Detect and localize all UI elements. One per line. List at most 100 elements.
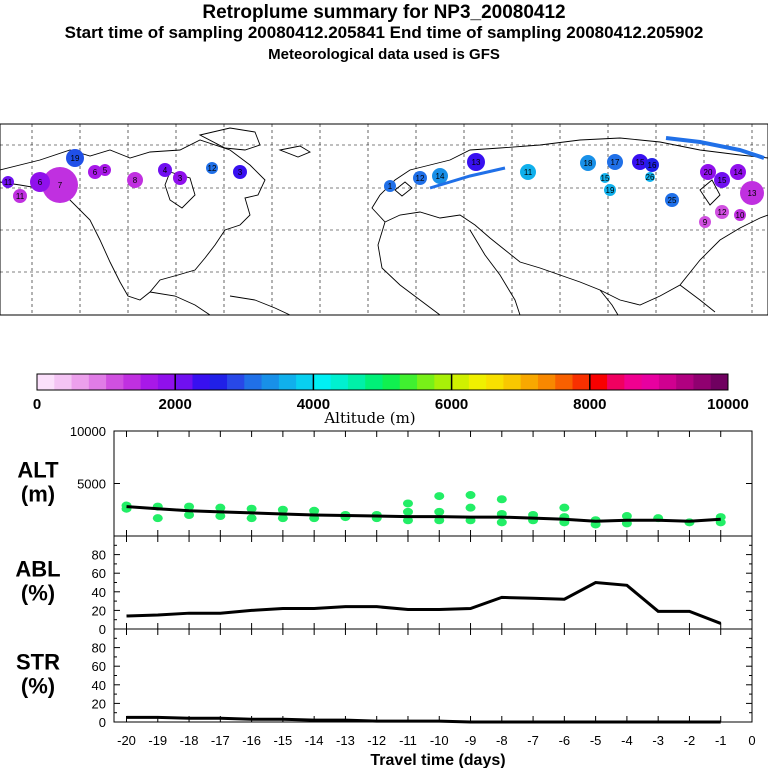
panel-str: 80 60 40 20 0 STR(%): [16, 628, 753, 730]
plume-label: 14: [734, 168, 743, 177]
altitude-cluster-point: [184, 502, 195, 511]
colorbar-cell: [175, 374, 193, 390]
y-tick-label: 40: [92, 585, 106, 600]
x-tick-label: 0: [748, 733, 755, 748]
plume-label: 3: [178, 174, 183, 183]
plume-label: 17: [611, 158, 620, 167]
colorbar-cell: [192, 374, 211, 390]
panel-frame: [113, 535, 753, 630]
colorbar-cell: [468, 374, 487, 390]
altitude-cluster-point: [215, 503, 226, 512]
british-isles: [394, 181, 413, 197]
y-tick-label: 80: [92, 548, 106, 563]
colorbar-cell: [503, 374, 522, 390]
x-tick-label: -14: [305, 733, 324, 748]
iceland-coast: [278, 145, 311, 158]
y-tick-label: 40: [92, 678, 106, 693]
plume-circle: [2, 176, 14, 188]
plume-label: 11: [4, 178, 13, 187]
panel-alt: 10000 5000 ALT(m): [17, 424, 753, 537]
colorbar-tick-label: 0: [33, 396, 41, 413]
plume-label: 13: [472, 158, 481, 167]
south-america-coast: [229, 295, 291, 316]
colorbar-cell: [451, 374, 470, 390]
plume-label: 19: [606, 186, 615, 195]
plume-circle: [88, 165, 102, 179]
x-tick-label: -1: [715, 733, 727, 748]
hudson-bay: [164, 171, 196, 209]
plume-circle: [730, 164, 746, 180]
altitude-cluster-point: [246, 504, 257, 513]
plume-streak: [665, 136, 765, 160]
plume-label: 15: [636, 158, 645, 167]
panel-ylabel: (%): [21, 581, 55, 606]
x-tick-label: -20: [117, 733, 136, 748]
colorbar-cell: [365, 374, 383, 390]
colorbar-cell: [693, 374, 712, 390]
colorbar-cell: [106, 374, 124, 390]
plume-label: 5: [103, 166, 108, 175]
altitude-cluster-point: [465, 491, 476, 500]
plume-label: 8: [133, 176, 138, 185]
colorbar-cell: [399, 374, 418, 390]
plume-label: 6: [93, 168, 98, 177]
altitude-cluster-point: [246, 514, 257, 523]
plume-circle: [384, 180, 396, 192]
colorbar-cell: [572, 374, 591, 390]
x-tick-label: -13: [336, 733, 355, 748]
x-tick-label: -2: [684, 733, 696, 748]
altitude-cluster-point: [434, 516, 445, 525]
plume-label: 15: [718, 176, 727, 185]
x-tick-label: -8: [496, 733, 508, 748]
plume-label: 14: [436, 172, 445, 181]
plume-circle: [233, 165, 247, 179]
plume-label: 11: [16, 192, 25, 201]
colorbar-cell: [123, 374, 142, 390]
plume-label: 7: [58, 181, 63, 190]
altitude-cluster-point: [434, 492, 445, 501]
colorbar-cell: [209, 374, 228, 390]
y-tick-label: 20: [92, 603, 106, 618]
india-coast: [599, 289, 619, 316]
altitude-cluster-point: [277, 505, 288, 514]
plume-circle: [715, 205, 729, 219]
central-america-coast: [149, 291, 211, 316]
colorbar-tick-label: 10000: [707, 396, 749, 413]
colorbar-cell: [296, 374, 314, 390]
colorbar-cell: [330, 374, 349, 390]
plume-circle: [607, 154, 623, 170]
coastlines: [0, 127, 768, 316]
map-frame: [0, 123, 768, 316]
altitude-cluster-point: [559, 503, 570, 512]
plume-circle: [206, 162, 218, 174]
plume-label: 4: [163, 166, 168, 175]
colorbar-cell: [347, 374, 366, 390]
altitude-cluster-point: [402, 507, 413, 516]
africa-east-coast: [469, 229, 521, 316]
colorbar-tick-label: 6000: [435, 396, 468, 413]
altitude-cluster-point: [402, 499, 413, 508]
abl-line: [126, 580, 722, 625]
colorbar-cell: [434, 374, 453, 390]
panel-ylabel: ABL: [15, 557, 60, 582]
colorbar-cell: [261, 374, 280, 390]
colorbar-cell: [157, 374, 176, 390]
colorbar-cell: [555, 374, 574, 390]
colorbar-label: Altitude (m): [323, 409, 415, 427]
sampling-times: Start time of sampling 20080412.205841 E…: [64, 23, 704, 42]
time-series-panels: 100005000ALT(m)806040200ABL(%)806040200S…: [15, 424, 755, 748]
eurasia-north-coast: [379, 137, 768, 196]
x-tick-label: -4: [621, 733, 633, 748]
colorbar-cell: [244, 374, 263, 390]
colorbar-cell: [537, 374, 556, 390]
plume-circle: [158, 163, 172, 177]
plume-label: 13: [748, 189, 757, 198]
plume-label: 15: [601, 174, 610, 183]
colorbar-cell: [278, 374, 297, 390]
altitude-cluster-point: [277, 514, 288, 523]
colorbar-cell: [71, 374, 90, 390]
plume-circle: [413, 171, 427, 185]
colorbar-cell: [37, 374, 55, 390]
altitude-cluster-point: [215, 512, 226, 521]
